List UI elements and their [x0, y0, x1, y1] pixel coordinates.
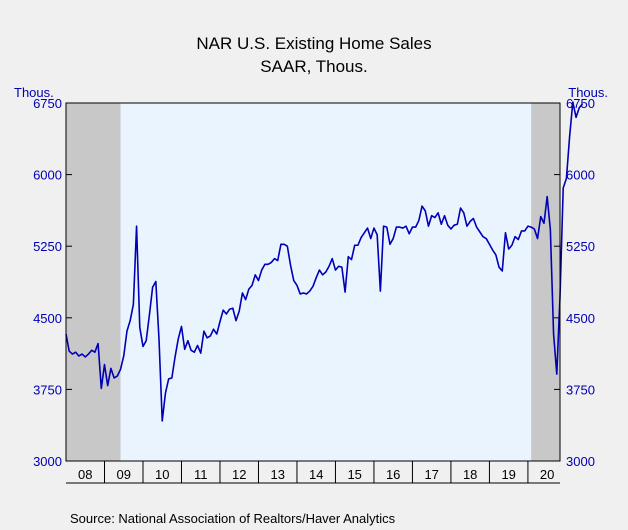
- y-axis-label-left: Thous.: [14, 85, 54, 100]
- recession-band-2: [531, 103, 560, 461]
- x-tick-label-15: 15: [347, 467, 361, 482]
- y-tick-label-right-3000: 3000: [566, 454, 595, 469]
- x-tick-label-10: 10: [155, 467, 169, 482]
- chart-source: Source: National Association of Realtors…: [70, 511, 396, 526]
- y-tick-label-right-4500: 4500: [566, 311, 595, 326]
- y-tick-label-right-3750: 3750: [566, 382, 595, 397]
- y-tick-label-right-6000: 6000: [566, 168, 595, 183]
- y-tick-label-left-6750: 6750: [33, 96, 62, 111]
- x-tick-label-17: 17: [424, 467, 438, 482]
- y-tick-label-right-6750: 6750: [566, 96, 595, 111]
- y-tick-label-left-5250: 5250: [33, 239, 62, 254]
- x-tick-label-18: 18: [463, 467, 477, 482]
- plot-area: [66, 103, 560, 461]
- x-tick-label-20: 20: [540, 467, 554, 482]
- chart-subtitle: SAAR, Thous.: [260, 57, 367, 76]
- y-tick-label-left-4500: 4500: [33, 311, 62, 326]
- x-tick-label-13: 13: [270, 467, 284, 482]
- x-tick-label-14: 14: [309, 467, 323, 482]
- recession-band-1: [66, 103, 121, 461]
- x-axis-ticks: 08 09 10 11 12 13 14 15 16 17 18 19 20: [78, 461, 554, 483]
- plot-frame: [65, 102, 561, 462]
- series-layer: [65, 101, 584, 422]
- series-line-1: [65, 101, 584, 422]
- x-tick-label-09: 09: [117, 467, 131, 482]
- x-tick-label-12: 12: [232, 467, 246, 482]
- x-tick-label-11: 11: [194, 467, 208, 482]
- y-tick-label-right-5250: 5250: [566, 239, 595, 254]
- y-tick-label-left-3750: 3750: [33, 382, 62, 397]
- chart-title: NAR U.S. Existing Home Sales: [196, 34, 431, 53]
- y-axis-label-right: Thous.: [568, 85, 608, 100]
- y-tick-label-left-3000: 3000: [33, 454, 62, 469]
- x-tick-label-16: 16: [386, 467, 400, 482]
- y-tick-label-left-6000: 6000: [33, 168, 62, 183]
- recession-shading: [66, 103, 560, 461]
- y-axis-ticks: 3000 3000 3750 3750 4500 4500 5250 5250 6000 6000…: [33, 96, 595, 469]
- x-tick-label-08: 08: [78, 467, 92, 482]
- x-tick-label-19: 19: [501, 467, 515, 482]
